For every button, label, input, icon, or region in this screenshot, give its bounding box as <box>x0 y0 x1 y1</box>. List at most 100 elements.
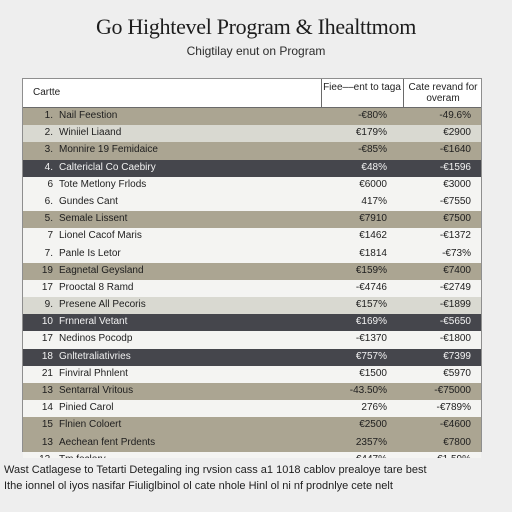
row-value-change: 2357% <box>355 436 387 448</box>
row-name: Presene All Pecoris <box>59 299 146 311</box>
row-number: 4. <box>44 161 53 173</box>
row-name: Tote Metlony Frlods <box>59 178 147 190</box>
column-header-name: Cartte <box>33 87 61 98</box>
row-number: 17 <box>41 281 53 293</box>
row-value-change: -€85% <box>358 144 387 156</box>
row-number: 2. <box>44 127 53 139</box>
table-row: 19 Eagnetal Geysland €159% €7400 <box>23 262 481 280</box>
table-row: 13 Sentarral Vritous -43.50% -€75000 <box>23 383 481 401</box>
row-value-revenue: €2900 <box>443 127 471 139</box>
row-number: 7 <box>47 230 53 242</box>
row-value-change: 417% <box>361 195 387 207</box>
row-name: Frnneral Vetant <box>59 316 128 328</box>
row-name: Eagnetal Geysland <box>59 264 144 276</box>
row-name: Semale Lissent <box>59 213 128 225</box>
table-row: 15 Flnien Coloert €2500 -€4600 <box>23 417 481 435</box>
row-number: 6. <box>44 195 53 207</box>
row-name: Winiiel Liaand <box>59 127 122 139</box>
row-number: 17 <box>41 333 53 345</box>
row-value-revenue: -€1372 <box>439 230 471 242</box>
row-value-revenue: -€789% <box>436 402 471 414</box>
row-number: 21 <box>41 367 53 379</box>
row-number: 10 <box>41 316 53 328</box>
table-row: 17 Prooctal 8 Ramd -€4746 -€2749 <box>23 279 481 298</box>
row-number: 7. <box>44 247 53 259</box>
table-row: 21 Finviral Phnlent €1500 €5970 <box>23 365 481 383</box>
table-row: 2. Winiiel Liaand €179% €2900 <box>23 125 481 143</box>
table-row: 3. Monnire 19 Femidaice -€85% -€1640 <box>23 142 481 160</box>
row-value-revenue: €7400 <box>443 264 471 276</box>
row-name: Monnire 19 Femidaice <box>59 144 158 156</box>
row-value-change: €7910 <box>359 213 387 225</box>
table-row: 10 Frnneral Vetant €169% -€5650 <box>23 314 481 332</box>
row-value-change: €757% <box>355 350 387 362</box>
row-value-change: €1500 <box>359 367 387 379</box>
page-subtitle: Chigtilay enut on Program <box>186 44 326 58</box>
row-value-change: €1462 <box>359 230 387 242</box>
row-name: Caltericlal Co Caebiry <box>59 161 156 173</box>
table-row: 6. Gundes Cant 417% -€7550 <box>23 193 481 212</box>
row-value-revenue: -€2749 <box>439 281 471 293</box>
row-value-change: -€80% <box>358 110 387 121</box>
row-number: 1. <box>44 110 53 121</box>
row-value-change: €179% <box>355 127 387 139</box>
table-row: 13 Aechean fent Prdents 2357% €7800 <box>23 434 481 452</box>
row-value-change: €48% <box>361 161 387 173</box>
row-value-revenue: €3000 <box>443 178 471 190</box>
row-name: Pinied Carol <box>59 402 114 414</box>
table-header: Cartte Fiee––ent to taga Cate revand for… <box>23 79 482 110</box>
row-name: Lionel Cacof Maris <box>59 230 142 242</box>
table-row: 18 Gnltetraliativries €757% €7399 <box>23 348 481 366</box>
row-value-revenue: -€75000 <box>434 385 471 396</box>
table-row: 6 Tote Metlony Frlods €6000 €3000 <box>23 176 481 194</box>
row-value-change: €159% <box>355 264 387 276</box>
row-value-revenue: -€5650 <box>439 316 471 328</box>
row-name: Prooctal 8 Ramd <box>59 281 134 293</box>
table-body: 1. Nail Feestion -€80% -49.6% 2. Winiiel Liaa… <box>23 108 481 469</box>
row-number: 3. <box>44 144 53 156</box>
row-value-change: -€4746 <box>355 281 387 293</box>
row-value-revenue: -49.6% <box>439 110 471 121</box>
table-row: 17 Nedinos Pocodp -€1370 -€1800 <box>23 331 481 349</box>
table-row: 7 Lionel Cacof Maris €1462 -€1372 <box>23 228 481 246</box>
row-value-change: €6000 <box>359 178 387 190</box>
row-number: 15 <box>41 419 53 431</box>
row-name: Gundes Cant <box>59 195 118 207</box>
table-row: 1. Nail Feestion -€80% -49.6% <box>23 108 481 126</box>
column-header-revenue: Cate revand for overam <box>403 79 482 110</box>
row-value-revenue: €7500 <box>443 213 471 225</box>
row-name: Nail Feestion <box>59 110 118 121</box>
table-row: 7. Panle Is Letor €1814 -€73% <box>23 245 481 263</box>
data-table: Cartte Fiee––ent to taga Cate revand for… <box>22 78 482 469</box>
document-page: Go Hightevel Program & Ihealttmom Chigti… <box>0 0 512 469</box>
row-value-revenue: €7399 <box>443 350 471 362</box>
table-row: 14 Pinied Carol 276% -€789% <box>23 400 481 418</box>
row-name: Panle Is Letor <box>59 247 121 259</box>
row-number: 9. <box>44 299 53 311</box>
row-name: Gnltetraliativries <box>59 350 131 362</box>
row-name: Sentarral Vritous <box>59 385 134 396</box>
row-name: Finviral Phnlent <box>59 367 128 379</box>
row-number: 13 <box>41 385 53 396</box>
row-value-revenue: -€1800 <box>439 333 471 345</box>
row-value-revenue: -€1596 <box>439 161 471 173</box>
footer-line-1: Wast Catlagese to Tetarti Detegaling ing… <box>4 464 427 476</box>
row-value-revenue: -€73% <box>442 247 471 259</box>
row-value-change: -43.50% <box>349 385 387 396</box>
footer: Wast Catlagese to Tetarti Detegaling ing… <box>0 458 512 512</box>
row-value-revenue: €5970 <box>443 367 471 379</box>
row-number: 5. <box>44 213 53 225</box>
row-value-change: 276% <box>361 402 387 414</box>
row-number: 13 <box>41 436 53 448</box>
row-name: Aechean fent Prdents <box>59 436 156 448</box>
table-row: 4. Caltericlal Co Caebiry €48% -€1596 <box>23 159 481 177</box>
row-number: 6 <box>47 178 53 190</box>
table-row: 9. Presene All Pecoris €157% -€1899 <box>23 297 481 315</box>
row-number: 18 <box>41 350 53 362</box>
footer-line-2: Ithe ionnel ol iyos nasifar Fiuliglbinol… <box>4 480 393 492</box>
row-value-revenue: -€1899 <box>439 299 471 311</box>
row-number: 19 <box>41 264 53 276</box>
row-value-change: €157% <box>355 299 387 311</box>
row-value-revenue: -€1640 <box>439 144 471 156</box>
column-header-change: Fiee––ent to taga <box>321 79 402 110</box>
